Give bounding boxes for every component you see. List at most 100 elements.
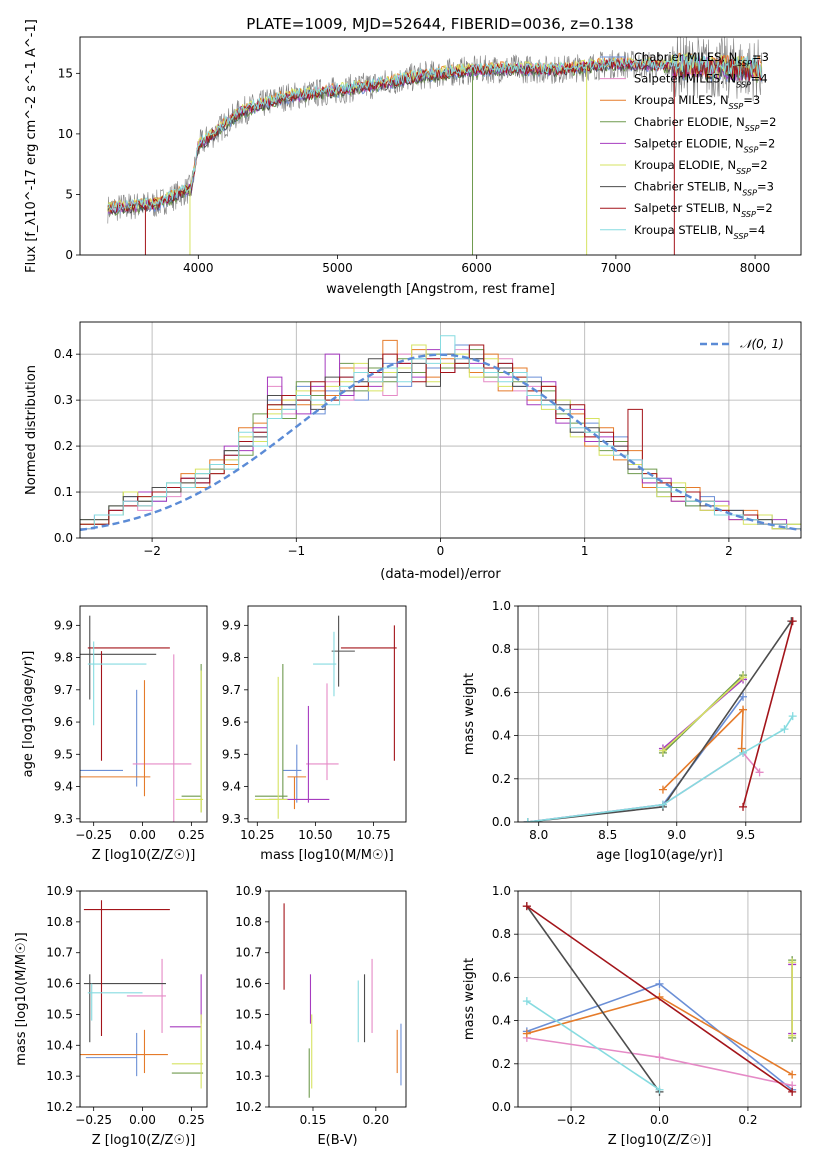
age-vs-z-xtick-label: 0.25 [178,828,205,842]
weight-vs-z-line-chabrier-stelib [526,905,661,1093]
mass-vs-z-xlabel: Z [log10(Z/Z☉)] [92,1133,196,1148]
age-vs-mass-frame [247,605,407,823]
gaussian-reference-line [80,353,801,532]
weight-vs-age-line-kroupa-elodie [662,676,744,752]
weight-vs-age-line-salpeter-miles [527,751,761,822]
weight-vs-z-marker-salpeter-miles [655,1053,664,1062]
weight-vs-age-marker-salpeter-miles [755,768,764,777]
mass-vs-z-plot-area [80,900,204,1089]
weight-vs-z-marker-kroupa-miles [788,1070,797,1079]
spectrum-xlabel: wavelength [Angstrom, rest frame] [326,282,555,297]
mass-vs-ebv-frame [268,890,407,1108]
figure-title: PLATE=1009, MJD=52644, FIBERID=0036, z=0… [246,15,633,33]
mass-vs-z-ytick-label: 10.2 [46,1100,73,1114]
weight-vs-z-xtick-label: 0.2 [738,1113,757,1127]
mass-vs-ebv-ytick-label: 10.3 [235,1069,262,1083]
mass-vs-z-ytick-label: 10.6 [46,977,73,991]
mass-vs-ebv-plot-area [283,903,402,1098]
weight-vs-age-xtick-label: 9.0 [667,828,686,842]
weight-vs-age-line-chabrier-miles [527,696,744,822]
mass-vs-z-ytick-label: 10.9 [46,884,73,898]
weight-vs-age-ylabel: mass weight [462,673,477,755]
age-vs-z-ytick-label: 9.9 [54,618,73,632]
legend-label-salpeter-elodie-n-ssp-2: Salpeter ELODIE, NSSP=2 [634,136,775,154]
weight-vs-age-ytick-label: 0.2 [492,772,511,786]
spectrum-xtick-label: 8000 [740,261,771,275]
residuals-xlabel: (data-model)/error [380,567,501,582]
spectrum-ytick-label: 5 [65,187,73,201]
mass-vs-z-xtick-label: 0.25 [178,1113,205,1127]
weight-vs-age-marker-kroupa-stelib [780,725,789,734]
weight-vs-z-ytick-label: 0.8 [492,927,511,941]
weight-vs-age-ytick-label: 1.0 [492,599,511,613]
weight-vs-age-marker-kroupa-elodie [658,746,667,755]
residuals-xtick-label: 1 [581,544,589,558]
mass-vs-z-axes: −0.25 0.00 0.25 10.2 10.3 10.4 10.5 10.6 10.7 10.… [46,884,204,1127]
mass-vs-z-ytick-label: 10.4 [46,1038,73,1052]
mass-vs-ebv-ytick-label: 10.6 [235,977,262,991]
spectrum-xtick-label: 5000 [322,261,353,275]
age-vs-z-frame [79,605,208,823]
weight-vs-z-frame [517,890,802,1108]
spectrum-legend: Chabrier MILES, NSSP=3 Salpeter MILES, NS… [600,50,776,240]
legend-label-gaussian: 𝒩(0, 1) [740,337,784,351]
mass-vs-z-xtick-label: −0.25 [75,1113,112,1127]
weight-vs-z-line-salpeter-stelib [526,905,793,1093]
residuals-frame [79,321,802,539]
age-vs-z-xtick-label: 0.00 [129,828,156,842]
spectrum-model-chabrier-stelib-n-ssp-3 [107,55,762,216]
mass-vs-z-ytick-label: 10.3 [46,1069,73,1083]
age-vs-z-ytick-label: 9.7 [54,683,73,697]
mass-vs-ebv-xtick-label: 0.15 [300,1113,327,1127]
residuals-xtick-label: −2 [143,544,161,558]
weight-vs-age-ytick-label: 0.4 [492,729,511,743]
weight-vs-age-marker-chabrier-miles [739,692,748,701]
weight-vs-z-marker-kroupa-elodie [788,958,797,967]
legend-label-kroupa-miles-n-ssp-3: Kroupa MILES, NSSP=3 [634,93,760,111]
mass-vs-z-ytick-label: 10.8 [46,915,73,929]
weight-vs-z-plot-area [522,902,797,1096]
age-vs-mass-xlabel: mass [log10(M/M☉)] [260,848,393,863]
weight-vs-age-marker-salpeter-stelib [739,802,748,811]
spectrum-ytick-label: 15 [58,66,73,80]
residuals-axes: −2 −1 0 1 2 0.0 0.1 0.2 0.3 0.4 [54,322,801,558]
age-vs-mass-ytick-label: 9.5 [222,747,241,761]
weight-vs-age-ytick-label: 0.8 [492,642,511,656]
age-vs-z-axes: −0.25 0.00 0.25 9.3 9.4 9.5 9.6 9.7 9.8 9.9 [54,618,205,842]
spectrum-axes: 4000 5000 6000 7000 8000 0 5 10 15 [58,66,771,275]
residuals-ytick-label: 0.2 [54,439,73,453]
weight-vs-age-xlabel: age [log10(age/yr)] [596,848,723,863]
mass-vs-z-ytick-label: 10.7 [46,946,73,960]
age-vs-z-ytick-label: 9.5 [54,747,73,761]
weight-vs-age-marker-kroupa-elodie [739,673,748,682]
age-vs-mass-ytick-label: 9.6 [222,715,241,729]
spectrum-xtick-label: 6000 [461,261,492,275]
age-vs-mass-xtick-label: 10.50 [298,828,332,842]
legend-label-salpeter-miles-n-ssp-4: Salpeter MILES, NSSP=4 [634,72,768,90]
weight-vs-z-marker-kroupa-stelib [655,1085,664,1094]
age-vs-mass-ytick-label: 9.8 [222,651,241,665]
weight-vs-z-marker-kroupa-elodie [788,1031,797,1040]
mass-vs-ebv-ytick-label: 10.4 [235,1038,262,1052]
weight-vs-z-marker-salpeter-stelib [788,1087,797,1096]
age-vs-mass-ytick-label: 9.3 [222,812,241,826]
weight-vs-z-ytick-label: 0.2 [492,1057,511,1071]
age-vs-z-xtick-label: −0.25 [75,828,112,842]
weight-vs-z-marker-kroupa-miles [522,1029,531,1038]
mass-vs-ebv-ytick-label: 10.8 [235,915,262,929]
spectrum-model-salpeter-stelib-n-ssp-2 [107,56,762,214]
weight-vs-age-ytick-label: 0.6 [492,685,511,699]
weight-vs-age-marker-kroupa-stelib [739,748,748,757]
age-vs-mass-xtick-label: 10.75 [356,828,390,842]
mass-vs-z-frame [79,890,208,1108]
mass-vs-z-ylabel: mass [log10(M/M☉)] [14,932,29,1065]
residuals-plot-area [80,335,801,538]
residuals-xtick-label: −1 [287,544,305,558]
spectrum-ytick-label: 10 [58,127,73,141]
legend-label-kroupa-stelib-n-ssp-4: Kroupa STELIB, NSSP=4 [634,223,765,241]
residual-hist-kroupa-stelib [80,335,801,538]
age-vs-z-ytick-label: 9.3 [54,812,73,826]
weight-vs-z-xtick-label: −0.2 [556,1113,585,1127]
residuals-ytick-label: 0.1 [54,485,73,499]
